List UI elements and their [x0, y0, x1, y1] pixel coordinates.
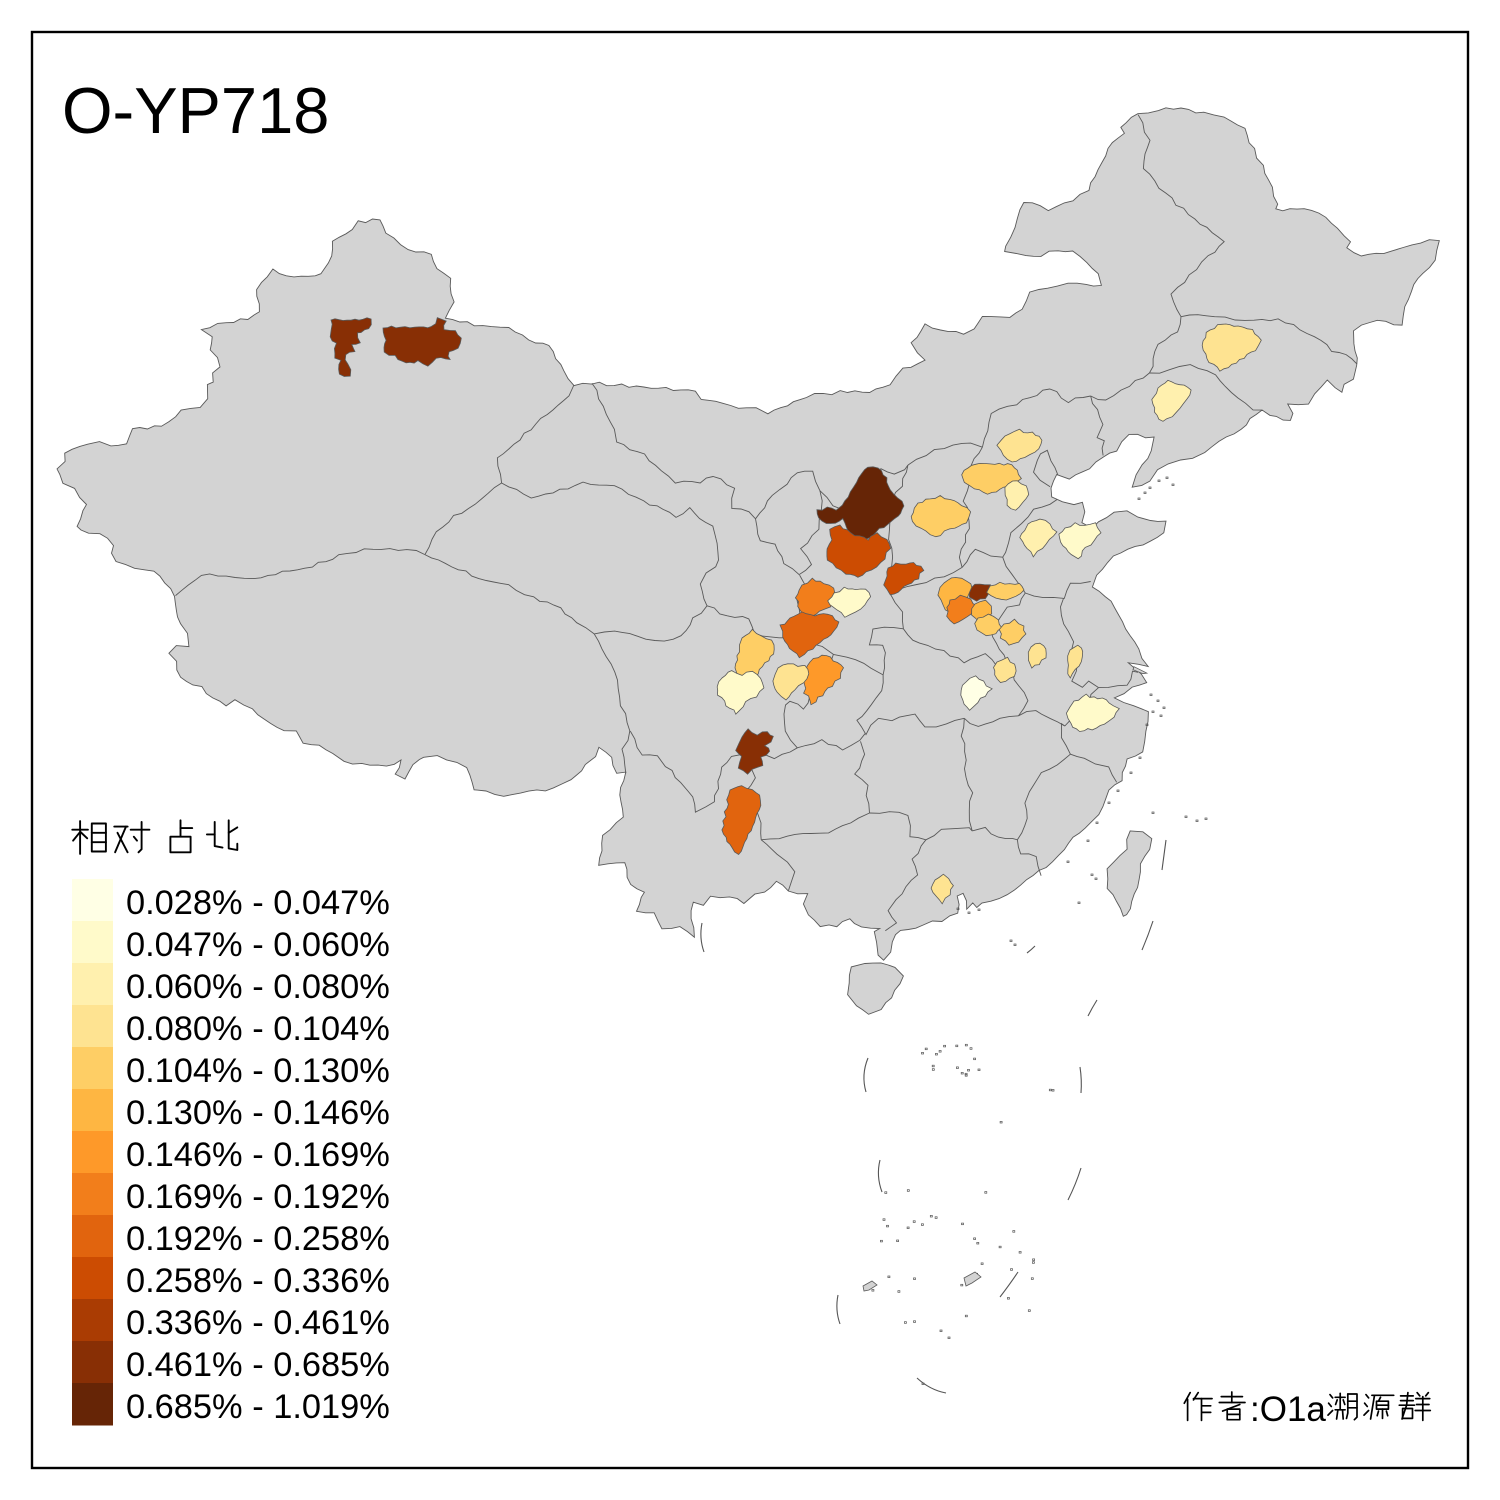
svg-text:0.060% - 0.080%: 0.060% - 0.080%	[126, 968, 390, 1006]
svg-text:0.146% - 0.169%: 0.146% - 0.169%	[126, 1136, 390, 1174]
svg-text::O1a: :O1a	[1250, 1390, 1326, 1429]
svg-text:0.192% - 0.258%: 0.192% - 0.258%	[126, 1220, 390, 1258]
svg-text:0.336% - 0.461%: 0.336% - 0.461%	[126, 1304, 390, 1342]
svg-text:O-YP718: O-YP718	[62, 74, 329, 147]
svg-text:0.080% - 0.104%: 0.080% - 0.104%	[126, 1010, 390, 1048]
svg-text:0.104% - 0.130%: 0.104% - 0.130%	[126, 1052, 390, 1090]
svg-text:0.461% - 0.685%: 0.461% - 0.685%	[126, 1346, 390, 1384]
svg-text:0.047% - 0.060%: 0.047% - 0.060%	[126, 926, 390, 964]
svg-text:0.130% - 0.146%: 0.130% - 0.146%	[126, 1094, 390, 1132]
svg-text:0.685% - 1.019%: 0.685% - 1.019%	[126, 1388, 390, 1426]
svg-text:0.169% - 0.192%: 0.169% - 0.192%	[126, 1178, 390, 1216]
svg-text:0.258% - 0.336%: 0.258% - 0.336%	[126, 1262, 390, 1300]
svg-text:0.028% - 0.047%: 0.028% - 0.047%	[126, 884, 390, 922]
